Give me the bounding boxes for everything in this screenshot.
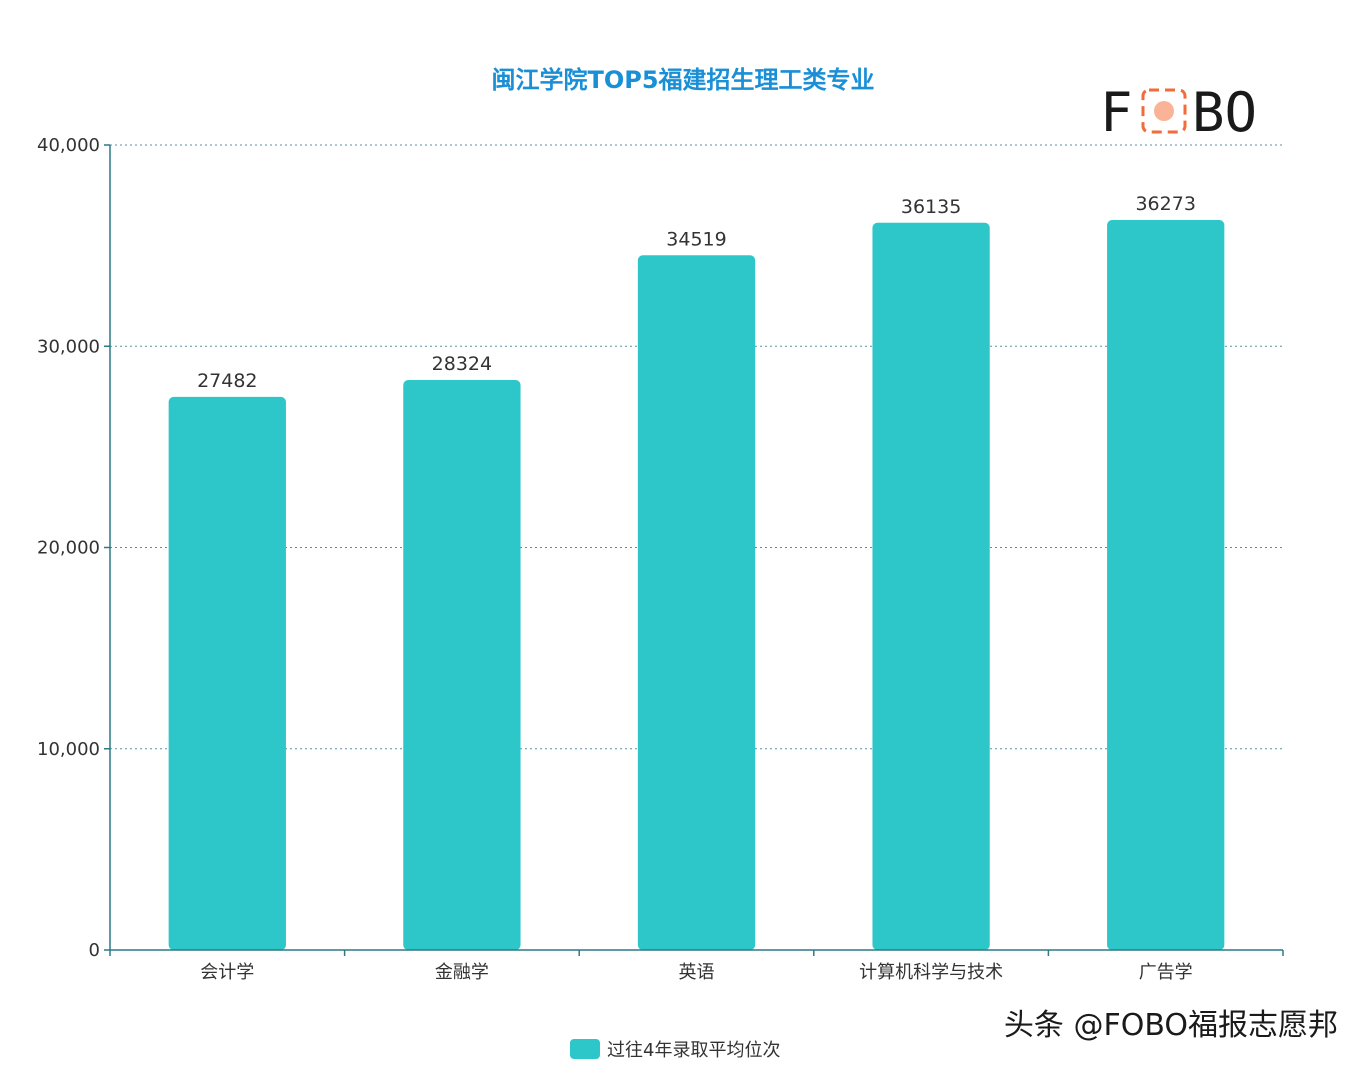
logo-badge-icon [1141,88,1187,134]
legend-label: 过往4年录取平均位次 [607,1040,780,1061]
bar-value-label: 36135 [901,196,961,218]
x-tick-label: 广告学 [1139,962,1193,983]
bar-value-label: 36273 [1135,193,1195,215]
legend[interactable]: 过往4年录取平均位次 [570,1039,780,1061]
bar[interactable] [1107,220,1225,951]
y-axis: 0 10,000 20,000 30,000 40,000 [37,135,111,961]
y-tick-label: 20,000 [37,538,100,559]
y-tick-label: 30,000 [37,336,100,357]
bar[interactable] [872,222,990,950]
logo-badge-center-icon [1154,101,1174,121]
y-tick-label: 10,000 [37,739,100,760]
chart-title: 闽江学院TOP5福建招生理工类专业 [491,66,874,94]
y-tick-label: 0 [89,940,100,961]
y-tick-label: 40,000 [37,135,100,156]
bar-value-label: 27482 [197,370,257,392]
watermark-text: 头条 @FOBO福报志愿邦 [1003,1008,1338,1043]
bar-value-label: 28324 [432,353,492,375]
bar[interactable] [168,396,286,950]
bar[interactable] [403,379,521,950]
bar[interactable] [637,255,756,951]
x-tick-label: 金融学 [435,962,489,983]
fobo-logo: F BO [1100,81,1257,144]
x-tick-label: 会计学 [200,962,254,983]
data-labels: 27482 28324 34519 36135 36273 [197,193,1196,392]
x-axis: 会计学 金融学 英语 计算机科学与技术 广告学 [109,949,1284,983]
bars [168,220,1225,951]
legend-swatch [570,1039,600,1059]
logo-letters-bo: BO [1192,81,1257,144]
x-tick-label: 英语 [679,962,715,983]
logo-letter-f: F [1100,81,1133,144]
x-tick-label: 计算机科学与技术 [859,962,1003,983]
bar-value-label: 34519 [666,228,726,250]
